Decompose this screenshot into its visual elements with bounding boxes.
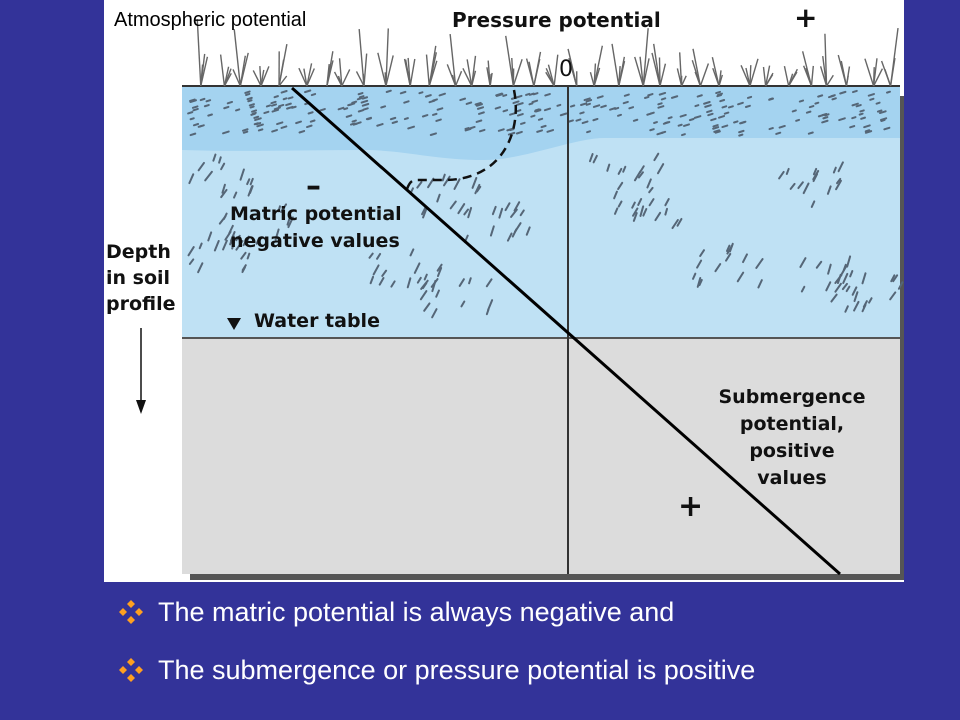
bullet-list: The matric potential is always negative … <box>118 596 755 712</box>
plus-top-label: + <box>794 1 817 34</box>
matric-label-line1: Matric potential <box>230 203 402 225</box>
bullet-item: The matric potential is always negative … <box>118 596 755 628</box>
depth-label-line3: profile <box>106 293 176 315</box>
soil-potential-diagram: Pressure potential 0 + – Matric potentia… <box>104 0 904 582</box>
diagram-canvas: Pressure potential 0 + – Matric potentia… <box>106 1 904 580</box>
submergence-label-line2: potential, <box>740 413 844 435</box>
atmospheric-potential-label: Atmospheric potential <box>114 9 307 31</box>
soil-texture <box>187 89 904 319</box>
grass-surface-illustration <box>196 19 899 87</box>
total-potential-line <box>291 86 841 576</box>
matric-label-line2: negative values <box>230 230 400 252</box>
depth-label-line2: in soil <box>106 267 170 289</box>
plus-bottom-label: + <box>678 489 703 524</box>
submergence-label-line3: positive <box>749 440 834 462</box>
minus-label: – <box>306 169 321 204</box>
bullet-text: The submergence or pressure potential is… <box>158 654 756 685</box>
bullet-item: The submergence or pressure potential is… <box>118 654 755 686</box>
dashed-pressure-curve <box>404 89 518 193</box>
water-table-marker-icon <box>227 318 241 330</box>
frame-right-edge <box>900 96 904 580</box>
diamond-bullet-icon <box>118 655 148 685</box>
depth-arrow-icon <box>136 400 146 414</box>
bullet-text: The matric potential is always negative … <box>158 596 675 627</box>
frame-bottom-edge <box>190 574 904 580</box>
surface-wet-band <box>182 86 900 160</box>
submergence-label-line4: values <box>757 467 826 489</box>
water-table-label: Water table <box>254 310 380 332</box>
submergence-label-line1: Submergence <box>718 386 865 408</box>
pressure-potential-label: Pressure potential <box>452 8 661 32</box>
diamond-bullet-icon <box>118 597 148 627</box>
zero-label: 0 <box>559 57 573 82</box>
depth-label-line1: Depth <box>106 241 171 263</box>
saturated-zone <box>182 338 900 574</box>
